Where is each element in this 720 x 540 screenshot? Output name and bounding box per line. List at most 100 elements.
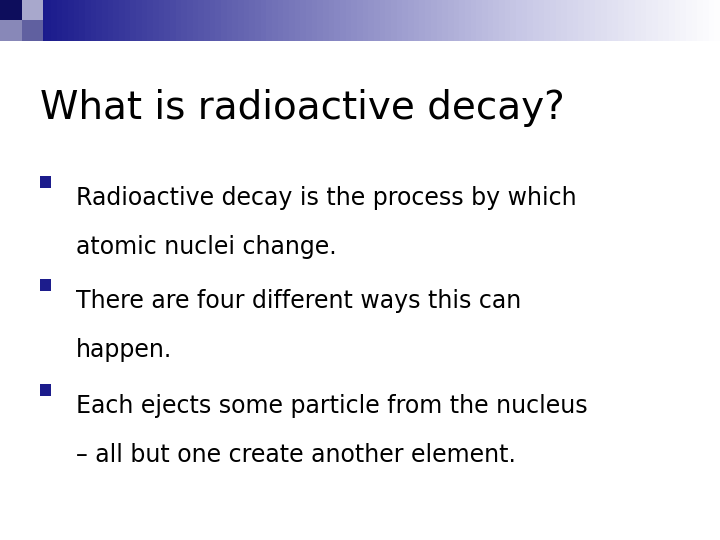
Bar xyxy=(113,0,120,40)
Bar xyxy=(550,0,557,40)
Bar xyxy=(647,0,654,40)
Bar xyxy=(40,384,51,396)
Bar xyxy=(669,0,676,40)
Text: atomic nuclei change.: atomic nuclei change. xyxy=(76,235,336,259)
Bar xyxy=(40,0,47,40)
Bar xyxy=(102,0,109,40)
Bar xyxy=(374,0,382,40)
Bar xyxy=(448,0,455,40)
Bar xyxy=(510,0,517,40)
Bar xyxy=(255,0,262,40)
Bar xyxy=(629,0,636,40)
Bar xyxy=(294,0,302,40)
Bar xyxy=(544,0,552,40)
Bar xyxy=(482,0,489,40)
Bar xyxy=(261,0,268,40)
Bar xyxy=(85,0,92,40)
Bar xyxy=(408,0,415,40)
Text: There are four different ways this can: There are four different ways this can xyxy=(76,289,521,313)
Bar xyxy=(91,0,98,40)
Bar xyxy=(641,0,648,40)
Bar xyxy=(652,0,659,40)
Bar xyxy=(108,0,114,40)
Bar xyxy=(340,0,347,40)
Bar xyxy=(357,0,364,40)
Bar xyxy=(606,0,613,40)
Bar xyxy=(164,0,171,40)
Bar xyxy=(233,0,240,40)
Bar xyxy=(278,0,285,40)
Bar xyxy=(539,0,546,40)
Bar xyxy=(385,0,392,40)
Bar xyxy=(499,0,506,40)
Bar xyxy=(170,0,177,40)
Bar xyxy=(680,0,688,40)
Bar xyxy=(595,0,603,40)
Bar xyxy=(0,20,22,40)
Bar xyxy=(363,0,370,40)
Bar xyxy=(323,0,330,40)
Bar xyxy=(487,0,495,40)
Text: happen.: happen. xyxy=(76,338,172,361)
Bar xyxy=(272,0,279,40)
Bar xyxy=(391,0,398,40)
Bar xyxy=(436,0,444,40)
Bar xyxy=(556,0,563,40)
Bar xyxy=(0,0,22,20)
Bar xyxy=(221,0,228,40)
Bar xyxy=(266,0,274,40)
Bar xyxy=(22,20,43,40)
Bar xyxy=(657,0,665,40)
Bar xyxy=(465,0,472,40)
Bar xyxy=(22,0,43,20)
Bar xyxy=(369,0,376,40)
Bar xyxy=(158,0,166,40)
Bar xyxy=(454,0,461,40)
Bar xyxy=(181,0,189,40)
Text: Each ejects some particle from the nucleus: Each ejects some particle from the nucle… xyxy=(76,394,588,418)
Bar xyxy=(148,0,154,40)
Bar xyxy=(590,0,597,40)
Bar xyxy=(527,0,534,40)
Bar xyxy=(351,0,359,40)
Bar xyxy=(692,0,699,40)
Bar xyxy=(578,0,585,40)
Bar xyxy=(284,0,291,40)
Bar xyxy=(130,0,138,40)
Text: Radioactive decay is the process by which: Radioactive decay is the process by whic… xyxy=(76,186,576,210)
Bar xyxy=(521,0,528,40)
Bar xyxy=(300,0,307,40)
Bar xyxy=(289,0,296,40)
Bar xyxy=(125,0,132,40)
Bar xyxy=(431,0,438,40)
Bar xyxy=(567,0,574,40)
Bar xyxy=(142,0,149,40)
Bar xyxy=(45,0,53,40)
Bar xyxy=(584,0,591,40)
Text: What is radioactive decay?: What is radioactive decay? xyxy=(40,89,564,127)
Bar xyxy=(516,0,523,40)
Bar xyxy=(624,0,631,40)
Bar xyxy=(51,0,58,40)
Bar xyxy=(334,0,341,40)
Bar xyxy=(199,0,205,40)
Bar xyxy=(618,0,625,40)
Bar xyxy=(572,0,580,40)
Bar xyxy=(249,0,256,40)
Bar xyxy=(193,0,200,40)
Bar xyxy=(204,0,211,40)
Bar xyxy=(601,0,608,40)
Bar xyxy=(318,0,325,40)
Bar xyxy=(635,0,642,40)
Bar xyxy=(176,0,183,40)
Bar xyxy=(714,0,720,40)
Bar xyxy=(187,0,194,40)
Bar xyxy=(533,0,540,40)
Bar xyxy=(562,0,568,40)
Bar xyxy=(96,0,104,40)
Bar xyxy=(442,0,449,40)
Bar xyxy=(612,0,619,40)
Bar xyxy=(119,0,126,40)
Bar xyxy=(243,0,251,40)
Bar xyxy=(312,0,319,40)
